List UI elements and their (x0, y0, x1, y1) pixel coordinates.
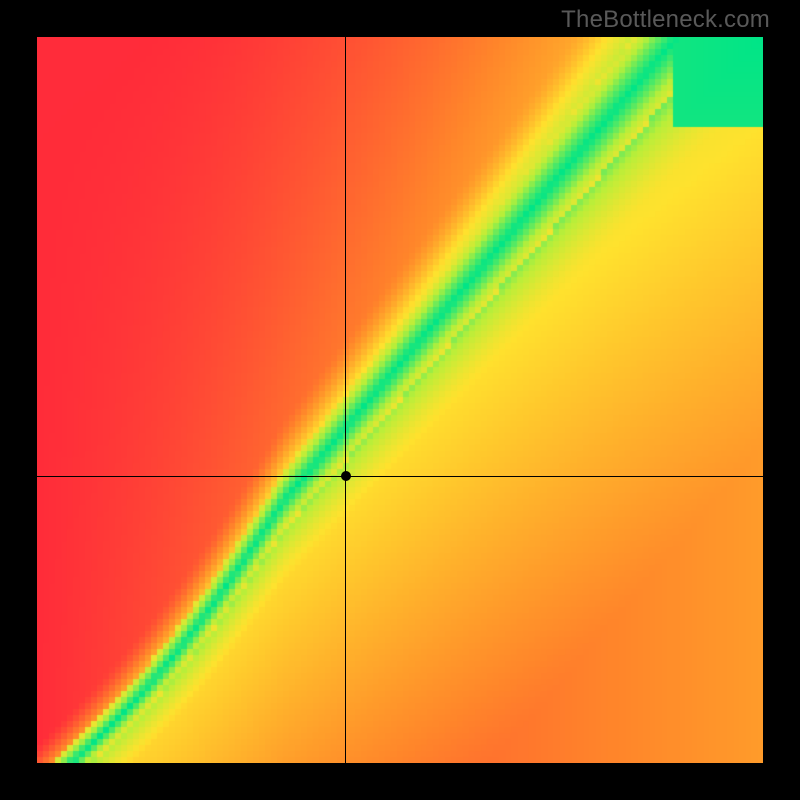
crosshair-horizontal (37, 476, 763, 477)
crosshair-marker (341, 471, 351, 481)
bottleneck-heatmap (37, 37, 763, 763)
crosshair-vertical (345, 37, 346, 763)
watermark-text: TheBottleneck.com (561, 6, 770, 34)
